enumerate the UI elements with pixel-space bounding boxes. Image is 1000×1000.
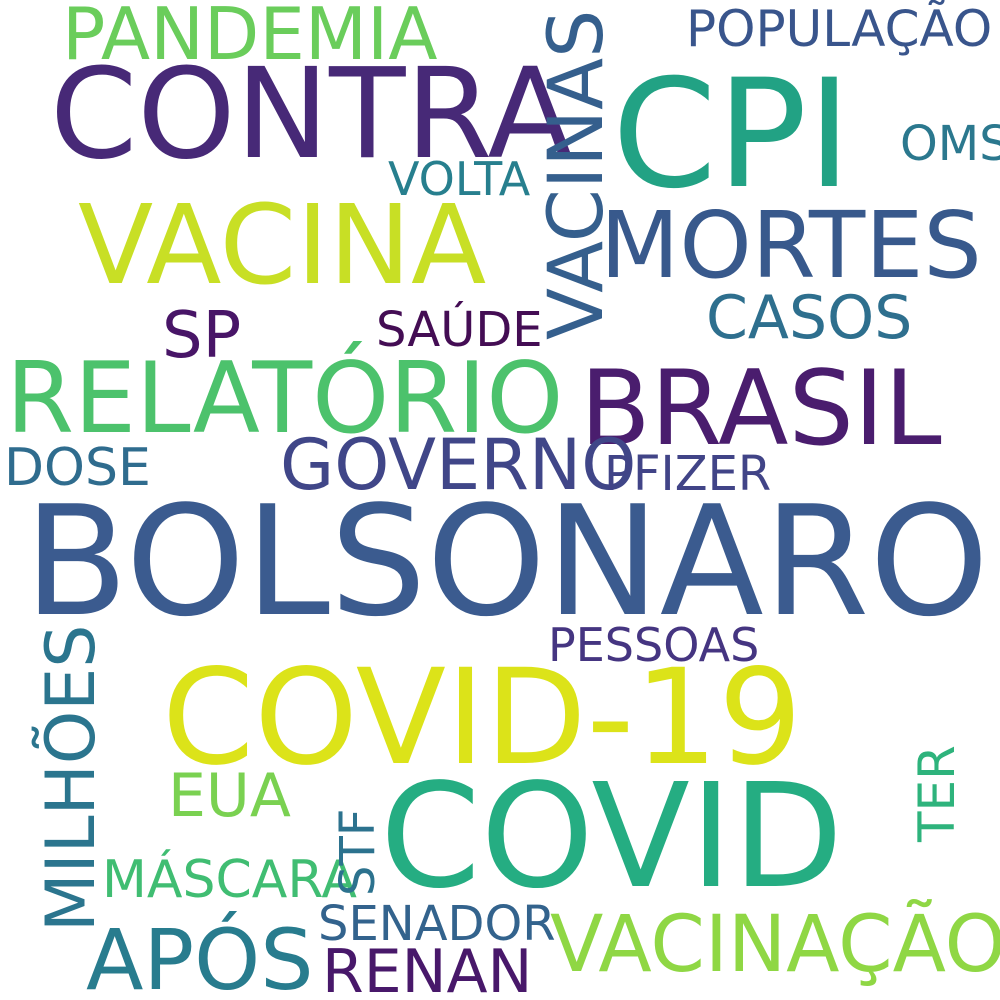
word-vacinacao: VACINAÇÃO bbox=[550, 900, 1000, 990]
word-oms: OMS bbox=[900, 116, 1000, 172]
word-pandemia: PANDEMIA bbox=[62, 0, 438, 76]
word-bolsonaro: BOLSONARO bbox=[24, 473, 989, 650]
word-apos: APÓS bbox=[86, 911, 314, 1000]
word-vacina: VACINA bbox=[78, 181, 487, 309]
word-senador: SENADOR bbox=[318, 896, 556, 952]
word-covid-19: COVID-19 bbox=[162, 641, 803, 795]
word-ter: TER bbox=[908, 745, 966, 842]
word-dose: DOSE bbox=[4, 438, 151, 498]
word-stf: STF bbox=[330, 808, 386, 896]
word-governo: GOVERNO bbox=[280, 424, 637, 506]
word-mortes: MORTES bbox=[600, 192, 982, 299]
word-relatorio: RELATÓRIO bbox=[6, 342, 564, 456]
word-saude: SAÚDE bbox=[376, 302, 543, 358]
word-brasil: BRASIL bbox=[580, 349, 942, 469]
word-populacao: POPULAÇÃO bbox=[686, 0, 993, 58]
word-cpi: CPI bbox=[612, 48, 852, 222]
word-pessoas: PESSOAS bbox=[548, 618, 760, 672]
word-milhoes: MILHÕES bbox=[32, 624, 111, 932]
word-renan: RENAN bbox=[322, 937, 533, 1000]
word-mascara: MÁSCARA bbox=[102, 850, 357, 910]
word-covid: COVID bbox=[380, 752, 844, 920]
word-eua: EUA bbox=[168, 761, 291, 831]
word-pfizer: PFIZER bbox=[604, 446, 772, 502]
word-casos: CASOS bbox=[706, 283, 913, 353]
word-volta: VOLTA bbox=[388, 152, 531, 206]
word-contra: CONTRA bbox=[50, 42, 573, 187]
word-sp: SP bbox=[162, 299, 242, 373]
